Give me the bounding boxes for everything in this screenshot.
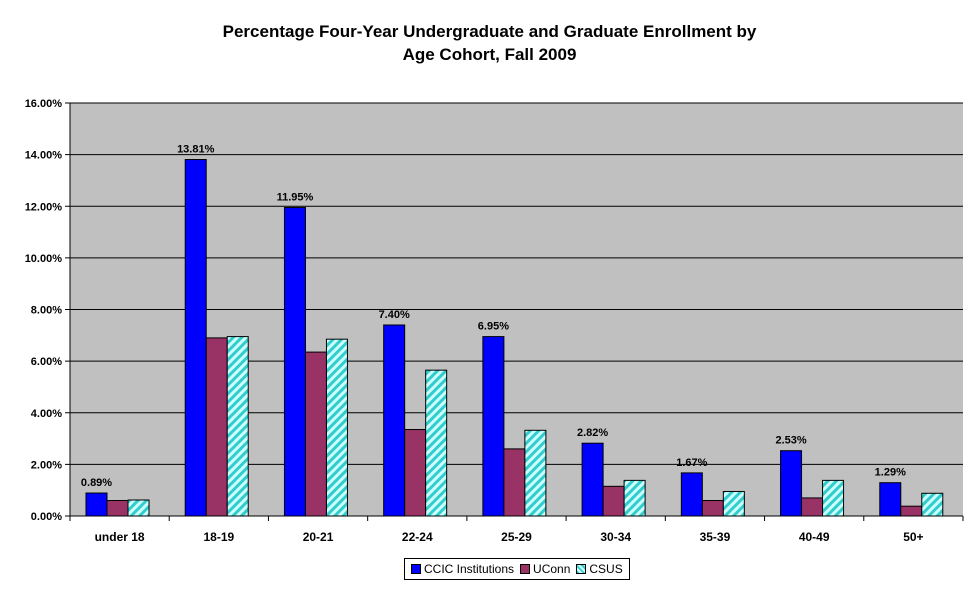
legend-swatch-ccic xyxy=(411,564,421,574)
y-tick-label: 2.00% xyxy=(31,459,62,471)
legend-swatch-uconn xyxy=(520,564,531,574)
legend-item-ccic: CCIC Institutions xyxy=(411,562,514,576)
legend-label-csus: CSUS xyxy=(589,562,623,576)
data-label: 2.53% xyxy=(775,435,806,447)
x-tick-label: 22-24 xyxy=(402,530,433,544)
labels: 0.00% 2.00% 4.00% 6.00% 8.00% 10.00% 12.00% 14.… xyxy=(25,98,924,544)
y-tick-label: 12.00% xyxy=(25,201,63,213)
data-label: 6.95% xyxy=(478,321,509,333)
data-label: 7.40% xyxy=(379,309,410,321)
bar-ccic-institutions xyxy=(780,450,803,517)
bar-ccic-institutions xyxy=(184,159,207,517)
data-label: 1.29% xyxy=(875,467,906,479)
bar-csus xyxy=(822,479,845,517)
legend-label-uconn: UConn xyxy=(533,562,571,576)
y-tick-label: 10.00% xyxy=(25,253,63,265)
chart-title: Percentage Four-Year Undergraduate and G… xyxy=(0,20,979,66)
y-tick-label: 6.00% xyxy=(31,356,62,368)
x-tick-label: 18-19 xyxy=(203,530,234,544)
bar-uconn xyxy=(801,497,824,517)
bar-ccic-institutions xyxy=(85,492,108,517)
bar-csus xyxy=(325,338,348,517)
data-label: 2.82% xyxy=(577,427,608,439)
legend-label-ccic: CCIC Institutions xyxy=(424,562,515,576)
bar-csus xyxy=(921,492,944,517)
bar-uconn xyxy=(404,429,427,517)
legend: CCIC Institutions UConn CSUS xyxy=(404,558,630,580)
bar-csus xyxy=(425,369,448,517)
y-tick-label: 14.00% xyxy=(25,150,63,162)
x-tick-label: 35-39 xyxy=(700,530,731,544)
bars xyxy=(85,159,944,517)
data-label: 13.81% xyxy=(177,144,215,156)
bar-ccic-institutions xyxy=(879,482,902,517)
data-label: 1.67% xyxy=(676,457,707,469)
bar-csus xyxy=(623,479,646,517)
x-tick-label: 40-49 xyxy=(799,530,830,544)
bar-ccic-institutions xyxy=(680,472,703,517)
bar-csus xyxy=(524,429,547,517)
x-tick-label: 20-21 xyxy=(303,530,334,544)
chart-title-line-2: Age Cohort, Fall 2009 xyxy=(402,45,577,64)
bar-uconn xyxy=(701,500,724,517)
data-label: 11.95% xyxy=(277,192,314,204)
y-tick-label: 4.00% xyxy=(31,408,62,420)
bar-ccic-institutions xyxy=(383,324,406,517)
bar-ccic-institutions xyxy=(283,207,306,517)
bar-csus xyxy=(226,336,249,517)
bar-ccic-institutions xyxy=(482,336,505,517)
bar-csus xyxy=(722,490,745,517)
y-tick-label: 0.00% xyxy=(31,511,62,523)
bar-uconn xyxy=(304,351,327,517)
bar-ccic-institutions xyxy=(581,442,604,517)
x-tick-label: under 18 xyxy=(95,530,145,544)
bar-uconn xyxy=(503,448,526,517)
bar-csus xyxy=(127,499,150,517)
bar-uconn xyxy=(602,485,625,517)
legend-swatch-csus xyxy=(576,564,587,574)
x-tick-label: 25-29 xyxy=(501,530,532,544)
x-tick-label: 30-34 xyxy=(600,530,631,544)
x-tick-label: 50+ xyxy=(903,530,923,544)
bar-uconn xyxy=(205,337,228,517)
y-tick-label: 16.00% xyxy=(25,98,63,110)
chart-title-line-1: Percentage Four-Year Undergraduate and G… xyxy=(222,22,757,41)
bar-uconn xyxy=(900,505,923,517)
legend-item-csus: CSUS xyxy=(576,562,623,576)
y-tick-label: 8.00% xyxy=(31,305,62,317)
axes xyxy=(65,102,964,521)
data-label: 0.89% xyxy=(81,477,112,489)
legend-item-uconn: UConn xyxy=(520,562,570,576)
bar-uconn xyxy=(106,500,129,517)
